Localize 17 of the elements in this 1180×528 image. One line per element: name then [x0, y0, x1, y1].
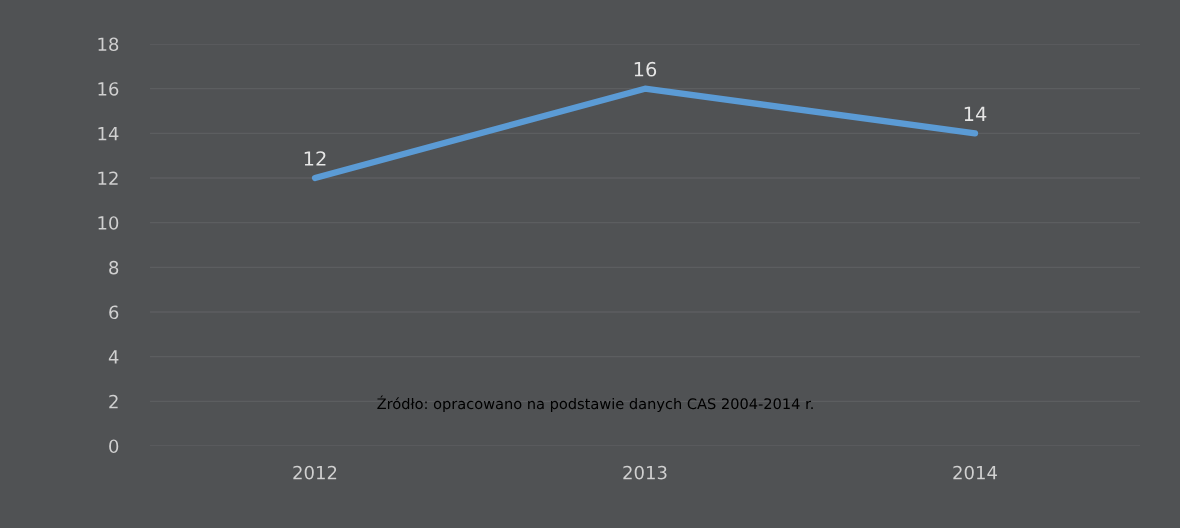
y-tick-label: 2	[109, 394, 118, 409]
data-label: 16	[634, 61, 657, 77]
y-tick-label: 18	[98, 37, 119, 52]
y-tick-label: 14	[98, 127, 119, 141]
y-tick-label: 4	[108, 350, 119, 364]
y-tick-label: 10	[98, 216, 119, 230]
y-tick-label: 16	[98, 82, 119, 96]
x-tick-label: 2014	[953, 465, 997, 480]
y-tick-label: 12	[98, 171, 118, 185]
data-label: 14	[964, 106, 987, 121]
y-tick-label: 6	[109, 305, 119, 320]
x-tick-label: 2013	[623, 465, 667, 480]
x-tick-label: 2012	[293, 465, 337, 480]
data-label: 12	[304, 151, 326, 166]
y-tick-label: 0	[109, 439, 119, 454]
annotation: Źródło: opracowano na podstawie danych CAS 2004-2014 r.	[377, 395, 813, 413]
y-tick-label: 8	[109, 260, 119, 275]
